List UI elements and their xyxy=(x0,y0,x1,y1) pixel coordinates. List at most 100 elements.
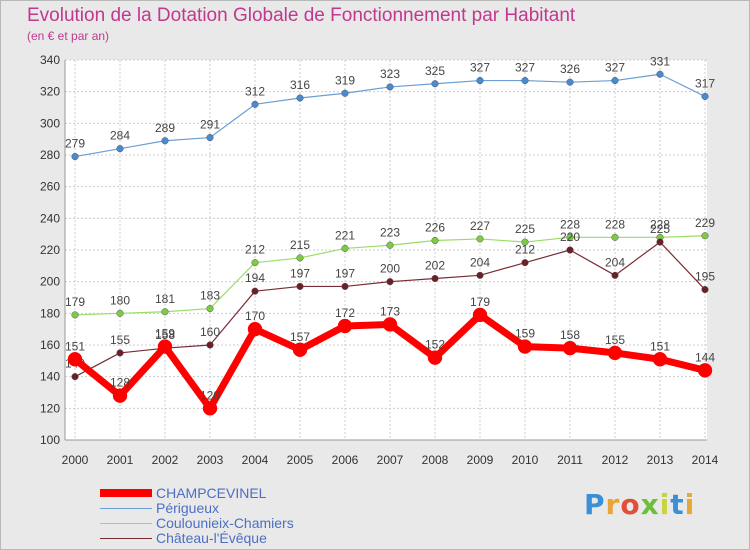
data-point-ch-teau-l-v-que xyxy=(386,278,394,286)
data-label-champcevinel: 170 xyxy=(245,309,265,323)
data-point-p-rigueux xyxy=(251,100,259,108)
y-tick-label: 240 xyxy=(40,211,60,225)
data-label-p-rigueux: 284 xyxy=(110,129,130,143)
legend-label: Château-l'Évêque xyxy=(156,530,267,546)
data-label-champcevinel: 157 xyxy=(290,330,310,344)
data-label-champcevinel: 152 xyxy=(425,338,445,352)
y-tick-label: 260 xyxy=(40,180,60,194)
data-point-coulounieix-chamiers xyxy=(431,236,439,245)
data-label-p-rigueux: 319 xyxy=(335,73,355,87)
data-label-coulounieix-chamiers: 180 xyxy=(110,293,130,307)
data-point-champcevinel xyxy=(67,352,83,367)
legend-label: Coulounieix-Chamiers xyxy=(156,515,294,531)
x-tick-label: 2000 xyxy=(62,453,89,467)
x-tick-label: 2006 xyxy=(332,453,359,467)
data-label-ch-teau-l-v-que: 158 xyxy=(155,328,175,342)
data-label-coulounieix-chamiers: 229 xyxy=(695,216,715,230)
data-point-p-rigueux xyxy=(701,92,709,100)
data-point-p-rigueux xyxy=(206,134,214,142)
data-point-coulounieix-chamiers xyxy=(386,241,394,249)
data-label-champcevinel: 151 xyxy=(65,339,85,353)
data-point-p-rigueux xyxy=(71,153,79,161)
data-label-coulounieix-chamiers: 221 xyxy=(335,228,355,242)
data-label-coulounieix-chamiers: 226 xyxy=(425,221,445,235)
data-label-p-rigueux: 289 xyxy=(155,121,175,135)
y-tick-label: 220 xyxy=(40,243,60,257)
y-tick-label: 160 xyxy=(40,338,60,352)
data-label-p-rigueux: 317 xyxy=(695,76,715,90)
data-point-champcevinel xyxy=(472,307,488,323)
data-label-ch-teau-l-v-que: 197 xyxy=(290,266,310,280)
data-point-ch-teau-l-v-que xyxy=(566,246,574,254)
data-point-champcevinel xyxy=(427,350,443,365)
x-tick-label: 2005 xyxy=(287,453,314,467)
data-label-coulounieix-chamiers: 227 xyxy=(470,219,490,233)
data-label-champcevinel: 128 xyxy=(110,376,130,390)
data-label-champcevinel: 151 xyxy=(650,339,670,353)
y-tick-label: 100 xyxy=(40,433,60,447)
data-point-ch-teau-l-v-que xyxy=(251,287,259,295)
data-label-ch-teau-l-v-que: 195 xyxy=(695,270,715,284)
data-label-p-rigueux: 291 xyxy=(200,118,220,132)
logo-letter: i xyxy=(684,488,696,521)
data-point-p-rigueux xyxy=(116,145,124,153)
data-point-ch-teau-l-v-que xyxy=(701,286,709,294)
data-label-champcevinel: 172 xyxy=(335,306,355,320)
data-point-coulounieix-chamiers xyxy=(611,233,619,241)
y-tick-label: 180 xyxy=(40,306,60,320)
x-tick-label: 2003 xyxy=(197,453,224,467)
data-point-ch-teau-l-v-que xyxy=(296,282,304,290)
data-label-coulounieix-chamiers: 223 xyxy=(380,225,400,239)
data-point-p-rigueux xyxy=(341,89,349,97)
data-label-ch-teau-l-v-que: 204 xyxy=(470,255,490,269)
logo-letter: o xyxy=(620,488,641,521)
data-point-p-rigueux xyxy=(476,77,484,85)
y-tick-label: 200 xyxy=(40,275,60,289)
data-label-ch-teau-l-v-que: 160 xyxy=(200,325,220,339)
chart-title: Evolution de la Dotation Globale de Fonc… xyxy=(27,5,576,26)
data-point-coulounieix-chamiers xyxy=(521,238,529,246)
data-point-coulounieix-chamiers xyxy=(251,259,259,267)
data-label-coulounieix-chamiers: 212 xyxy=(245,243,265,257)
data-label-champcevinel: 173 xyxy=(380,304,400,318)
data-point-coulounieix-chamiers xyxy=(701,232,709,240)
data-label-ch-teau-l-v-que: 155 xyxy=(110,333,130,347)
data-point-ch-teau-l-v-que xyxy=(521,259,529,267)
legend-swatch-champcevinel xyxy=(100,489,152,497)
data-point-p-rigueux xyxy=(161,137,169,145)
x-tick-label: 2004 xyxy=(242,453,269,467)
x-tick-label: 2001 xyxy=(107,453,134,467)
data-point-champcevinel xyxy=(652,352,668,367)
data-point-champcevinel xyxy=(562,340,578,356)
data-point-champcevinel xyxy=(517,339,533,354)
data-point-champcevinel xyxy=(202,401,218,416)
x-tick-label: 2009 xyxy=(467,453,494,467)
x-tick-label: 2008 xyxy=(422,453,449,467)
data-point-coulounieix-chamiers xyxy=(206,305,214,313)
y-tick-label: 320 xyxy=(40,85,60,99)
logo-letter: P xyxy=(584,488,606,521)
data-point-p-rigueux xyxy=(566,78,574,86)
data-label-champcevinel: 158 xyxy=(560,328,580,342)
data-point-ch-teau-l-v-que xyxy=(431,274,439,283)
data-label-ch-teau-l-v-que: 220 xyxy=(560,230,580,244)
proxiti-logo: Proxiti xyxy=(584,488,695,521)
legend-swatch-chateau xyxy=(100,538,152,539)
data-point-p-rigueux xyxy=(296,94,304,102)
data-point-champcevinel xyxy=(697,363,713,378)
data-label-p-rigueux: 327 xyxy=(605,61,625,75)
logo-letter: x xyxy=(640,488,660,521)
y-tick-label: 140 xyxy=(40,370,60,384)
data-point-champcevinel xyxy=(247,321,263,337)
data-label-coulounieix-chamiers: 181 xyxy=(155,292,175,306)
data-point-ch-teau-l-v-que xyxy=(71,373,79,381)
chart-subtitle: (en € et par an) xyxy=(27,29,110,43)
data-point-coulounieix-chamiers xyxy=(161,308,169,316)
data-label-coulounieix-chamiers: 228 xyxy=(605,217,625,231)
legend-swatch-coulounieix xyxy=(100,523,152,524)
x-tick-label: 2007 xyxy=(377,453,404,467)
data-point-champcevinel xyxy=(292,342,308,357)
data-label-ch-teau-l-v-que: 197 xyxy=(335,266,355,280)
data-point-ch-teau-l-v-que xyxy=(656,238,664,246)
